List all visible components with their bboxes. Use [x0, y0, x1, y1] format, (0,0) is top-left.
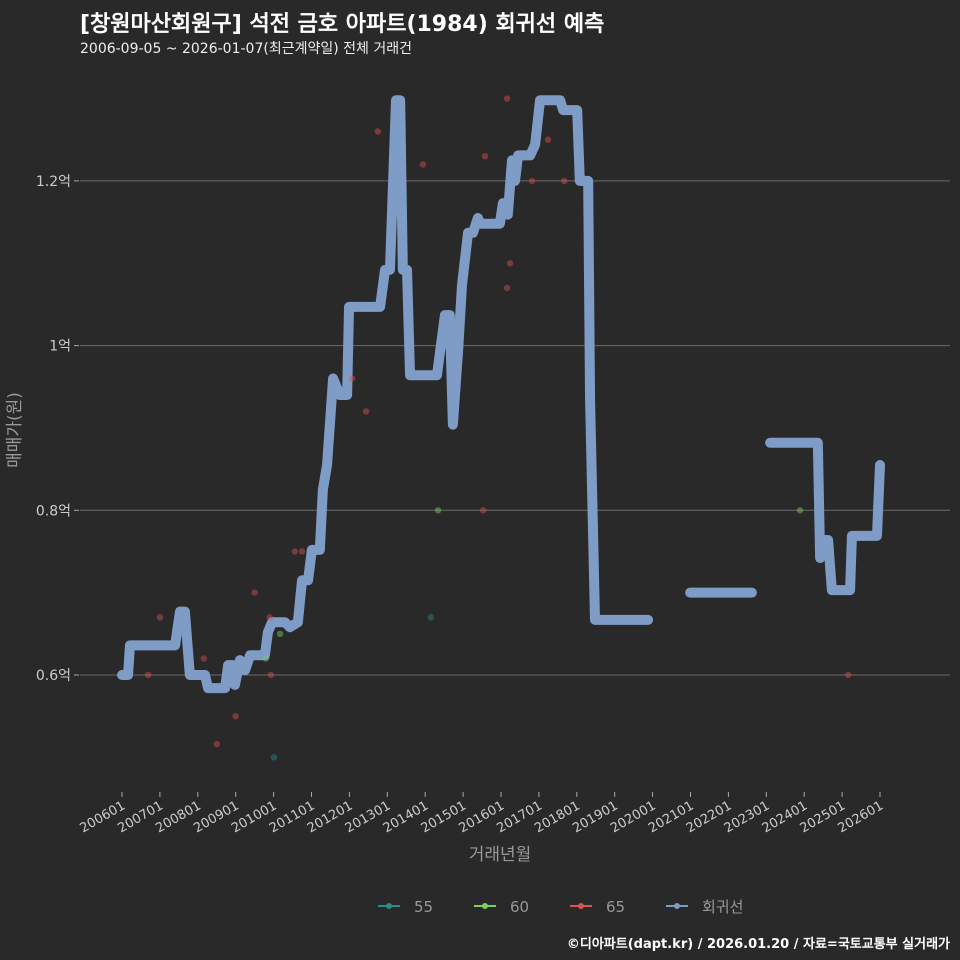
legend-marker	[386, 903, 392, 909]
scatter-point-65	[479, 507, 487, 514]
legend-label: 65	[606, 898, 625, 916]
scatter-point-60	[262, 655, 270, 662]
scatter-point-55	[270, 754, 278, 761]
scatter-point-65	[348, 375, 356, 382]
y-tick-label: 1.2억	[36, 174, 71, 190]
legend-label: 60	[510, 898, 529, 916]
scatter-point-65	[503, 284, 511, 292]
regression-line	[765, 437, 885, 596]
scatter-point-65	[267, 671, 275, 679]
chart-subtitle: 2006-09-05 ~ 2026-01-07(최근계약일) 전체 거래건	[80, 41, 412, 57]
y-tick-label: 1억	[49, 339, 71, 355]
scatter-point-65	[200, 655, 208, 662]
scatter-point-65	[844, 671, 852, 679]
regression-line	[117, 95, 654, 694]
y-tick-label: 0.8억	[36, 503, 71, 519]
chart-title: [창원마산회원구] 석전 금호 아파트(1984) 회귀선 예측	[80, 12, 605, 37]
y-axis-label: 매매가(원)	[5, 392, 25, 468]
scatter-point-65	[561, 177, 568, 185]
legend-label: 55	[414, 898, 433, 916]
scatter-point-65	[419, 161, 427, 168]
legend-item: 회귀선	[666, 898, 743, 916]
scatter-point-60	[434, 507, 442, 514]
y-tick-label: 0.6억	[36, 668, 71, 684]
x-axis-label: 거래년월	[469, 845, 532, 865]
scatter-point-65	[362, 408, 370, 415]
legend-item: 60	[474, 898, 529, 916]
scatter-point-60	[796, 507, 804, 514]
scatter-point-65	[506, 260, 514, 267]
scatter-point-65	[544, 136, 552, 143]
legend-marker	[578, 903, 584, 909]
legend-item: 65	[570, 898, 625, 916]
scatter-point-65	[232, 712, 239, 720]
scatter-point-65	[213, 740, 220, 748]
scatter-point-65	[528, 177, 536, 185]
scatter-point-65	[374, 128, 382, 135]
scatter-point-65	[156, 614, 164, 621]
scatter-point-65	[144, 671, 152, 679]
credit-text: ©디아파트(dapt.kr) / 2026.01.20 / 자료=국토교통부 실…	[566, 937, 950, 952]
scatter-point-65	[481, 152, 489, 160]
scatter-point-65	[503, 95, 511, 102]
scatter-point-55	[427, 614, 435, 621]
scatter-point-65	[251, 589, 258, 596]
scatter-point-65	[266, 614, 274, 621]
scatter-point-60	[276, 630, 284, 638]
scatter-point-65	[298, 548, 306, 555]
scatter-point-65	[291, 548, 299, 555]
legend-item: 55	[378, 898, 433, 916]
legend-marker	[482, 903, 488, 909]
legend-marker	[674, 903, 680, 909]
legend-label: 회귀선	[702, 898, 743, 916]
